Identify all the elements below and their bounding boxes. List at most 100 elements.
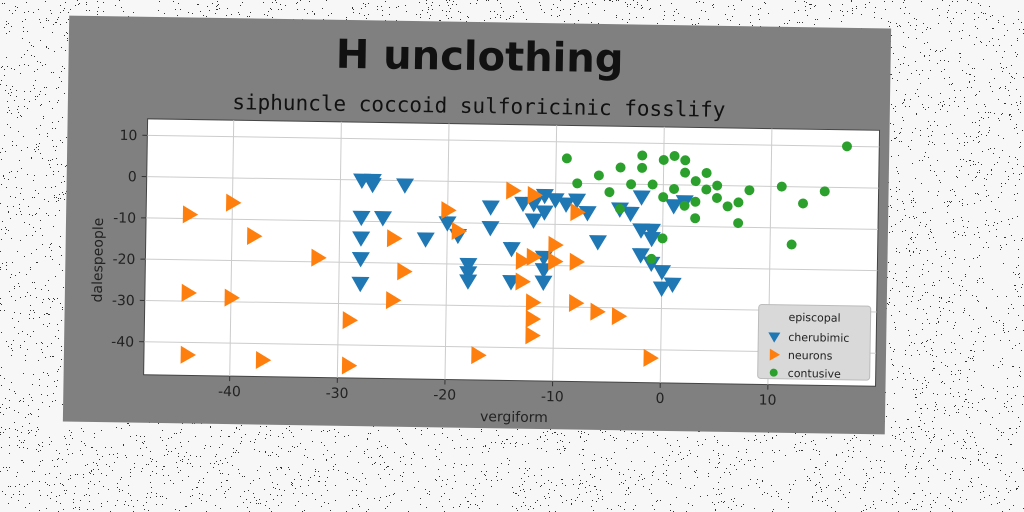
neurons-point (525, 309, 542, 328)
contusive-point (733, 197, 744, 208)
neurons-point (526, 247, 543, 266)
y-gridline (146, 217, 878, 230)
cherubimic-point (642, 223, 661, 239)
contusive-point (669, 150, 680, 161)
contusive-point (614, 203, 625, 214)
contusive-point (701, 168, 712, 179)
contusive-point (690, 176, 701, 187)
contusive-point (637, 162, 648, 173)
x-tick-label: -30 (326, 386, 349, 402)
cherubimic-point (631, 248, 650, 264)
contusive-point (637, 150, 648, 161)
neurons-point (224, 288, 240, 307)
contusive-point (712, 180, 723, 191)
legend-label-contusive: contusive (788, 367, 842, 381)
contusive-point (679, 200, 690, 211)
contusive-point (711, 192, 722, 203)
y-tick-label: -40 (111, 334, 134, 350)
neurons-point (341, 356, 358, 375)
x-tick-label: -40 (218, 384, 241, 400)
neurons-point (471, 346, 487, 365)
cherubimic-point (459, 257, 478, 274)
neurons-point (182, 205, 199, 224)
cherubimic-point (652, 281, 671, 297)
contusive-point (798, 198, 809, 209)
cherubimic-point (535, 205, 554, 221)
neurons-point (569, 252, 586, 271)
legend-label-cherubimic: cherubimic (788, 331, 849, 345)
y-gridline (145, 258, 878, 272)
neurons-point (180, 345, 196, 364)
x-gridline (659, 126, 665, 383)
x-tick-label: 0 (655, 391, 664, 407)
neurons-point (451, 221, 468, 240)
cherubimic-point (534, 275, 553, 291)
contusive-point (593, 170, 604, 181)
neurons-point (515, 272, 531, 291)
cherubimic-point (374, 211, 393, 227)
x-gridline (552, 125, 558, 382)
cherubimic-point (578, 206, 597, 222)
cherubimic-point (632, 190, 651, 206)
contusive-point (572, 178, 583, 189)
neurons-point (342, 311, 359, 330)
x-gridline (444, 123, 450, 380)
legend-marker-cherubimic (768, 332, 781, 343)
x-gridline (336, 121, 342, 378)
legend-title: episcopal (788, 311, 840, 325)
contusive-point (690, 196, 701, 207)
neurons-point (386, 229, 403, 248)
contusive-point (819, 186, 830, 197)
cherubimic-point (557, 197, 576, 213)
contusive-point (680, 155, 691, 166)
y-tick-label: 0 (128, 169, 137, 185)
neurons-point (181, 283, 197, 302)
neurons-point (527, 185, 544, 204)
y-tick-label: -20 (112, 252, 135, 268)
cherubimic-point (351, 251, 370, 268)
y-tick-label: -10 (113, 210, 136, 226)
cherubimic-point (396, 178, 415, 194)
y-axis-label: dalespeople (89, 217, 108, 303)
cherubimic-point (481, 200, 500, 216)
cherubimic-point (653, 264, 672, 281)
neurons-point (570, 203, 586, 222)
contusive-point (733, 218, 744, 229)
chart-svg: -40 -30 -20 -10 0 10 10 0 -10 -20 -30 -40 episcopal c… (111, 118, 881, 409)
neurons-point (311, 248, 327, 267)
contusive-point (744, 185, 755, 196)
cherubimic-point (535, 188, 554, 205)
contusive-point (561, 153, 572, 164)
neurons-point (515, 251, 532, 270)
y-gridline (144, 341, 877, 354)
x-tick-label: -10 (541, 389, 564, 405)
contusive-point (701, 184, 712, 195)
neurons-point (247, 227, 263, 246)
cherubimic-point (352, 231, 371, 247)
cherubimic-point (459, 266, 478, 282)
neurons-point (225, 193, 242, 212)
legend-box (757, 303, 872, 381)
cherubimic-point (416, 232, 435, 248)
x-tick-label: 10 (759, 392, 777, 408)
contusive-point (657, 233, 668, 244)
cherubimic-point (438, 216, 457, 232)
x-gridline (229, 120, 235, 377)
legend-marker-contusive (769, 368, 778, 377)
neurons-point (506, 181, 522, 200)
contusive-point (658, 192, 669, 203)
contusive-point (722, 201, 733, 212)
y-gridline (144, 299, 877, 313)
cherubimic-point (568, 193, 587, 209)
contusive-point (690, 213, 701, 224)
cherubimic-point (363, 177, 382, 194)
cherubimic-point (502, 241, 521, 258)
neurons-point (525, 293, 542, 312)
cherubimic-point (546, 193, 565, 209)
contusive-point (646, 253, 657, 264)
contusive-point (776, 181, 787, 192)
x-tick-label: -20 (433, 387, 456, 403)
neurons-point (441, 201, 457, 220)
contusive-point (786, 239, 797, 250)
neurons-point (548, 252, 564, 271)
